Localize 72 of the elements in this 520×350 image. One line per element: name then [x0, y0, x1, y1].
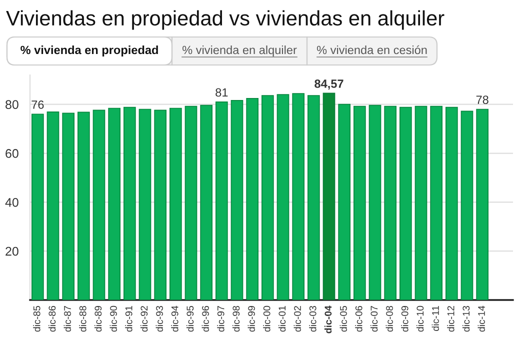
- x-tick-label: dic-89: [94, 306, 102, 332]
- bar: [384, 106, 397, 300]
- x-tick-label: dic-07: [370, 306, 378, 332]
- bar: [169, 108, 182, 300]
- x-tick-label: dic-96: [202, 306, 209, 332]
- x-tick-label: dic-06: [355, 306, 362, 332]
- x-tick-label: dic-13: [462, 306, 470, 332]
- bar: [92, 110, 106, 300]
- text: % vivienda en propiedad: [20, 46, 158, 57]
- x-tick-label: dic-12: [447, 306, 454, 332]
- x-tick-label: dic-85: [33, 306, 40, 332]
- x-tick-label: dic-94: [171, 306, 178, 332]
- y-tick-label: 20: [6, 246, 18, 256]
- bar: [399, 106, 412, 300]
- x-tick-label: dic-86: [48, 306, 56, 332]
- y-tick-label: 40: [5, 198, 18, 207]
- bar: [246, 98, 259, 300]
- data-label: 84,57: [314, 80, 344, 90]
- bar: [430, 106, 443, 300]
- x-tick-label: dic-04: [324, 306, 332, 334]
- x-tick-label: dic-99: [248, 306, 255, 332]
- x-tick-label: dic-90: [110, 306, 117, 332]
- bar: [338, 104, 351, 300]
- bar: [368, 104, 382, 300]
- bar: [476, 108, 489, 300]
- chart-title: Viviendas en propiedad vs viviendas en alquiler: [6, 10, 444, 30]
- bar: [414, 106, 428, 300]
- x-tick-label: dic-91: [125, 306, 132, 332]
- y-tick-label: 80: [6, 100, 18, 109]
- bar: [215, 101, 228, 300]
- x-tick-label: dic-09: [401, 306, 408, 332]
- x-tick-label: dic-02: [294, 306, 301, 332]
- bar: [276, 94, 290, 300]
- x-tick-label: dic-95: [186, 306, 194, 332]
- text: % vivienda en cesión: [316, 45, 427, 54]
- x-tick-label: dic-08: [386, 306, 393, 332]
- x-tick-label: dic-11: [432, 306, 439, 331]
- x-tick-label: dic-92: [140, 306, 148, 332]
- x-tick-label: dic-97: [217, 306, 224, 332]
- x-tick-label: dic-14: [478, 306, 485, 332]
- bar: [154, 110, 167, 300]
- bar: [138, 108, 152, 300]
- x-tick-label: dic-88: [79, 306, 86, 332]
- bar: [77, 112, 90, 300]
- x-tick-label: dic-93: [156, 306, 163, 332]
- y-tick-label: 60: [6, 149, 18, 158]
- bar: [460, 110, 474, 300]
- x-tick-label: dic-10: [416, 306, 424, 332]
- data-label: 81: [216, 88, 228, 97]
- x-tick-label: dic-98: [232, 306, 240, 332]
- bar: [292, 93, 305, 300]
- text: % vivienda en alquiler: [182, 46, 297, 57]
- bar: [123, 106, 136, 300]
- bar: [46, 112, 60, 300]
- bar: [353, 106, 366, 300]
- x-tick-label: dic-05: [340, 306, 347, 332]
- data-label: 76: [32, 100, 44, 109]
- bar: [62, 112, 75, 300]
- bar: [307, 95, 320, 300]
- bar: [31, 114, 44, 300]
- bar: [445, 106, 458, 300]
- x-tick-label: dic-03: [309, 306, 316, 332]
- x-tick-label: dic-87: [64, 306, 71, 332]
- bar: [322, 92, 336, 300]
- bar: [184, 106, 198, 300]
- bar: [261, 95, 274, 300]
- x-tick-label: dic-01: [278, 306, 286, 332]
- bar: [108, 108, 121, 300]
- data-label: 78: [476, 96, 488, 104]
- x-tick-label: dic-00: [263, 306, 270, 332]
- bar: [230, 100, 244, 300]
- bar: [200, 104, 213, 300]
